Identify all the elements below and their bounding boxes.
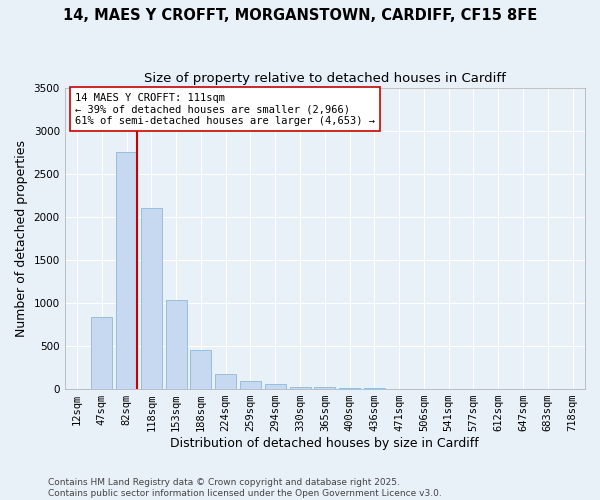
Bar: [166, 300, 187, 389]
Title: Size of property relative to detached houses in Cardiff: Size of property relative to detached ho…: [144, 72, 506, 86]
Text: 14, MAES Y CROFFT, MORGANSTOWN, CARDIFF, CF15 8FE: 14, MAES Y CROFFT, MORGANSTOWN, CARDIFF,…: [63, 8, 537, 22]
Bar: [240, 381, 261, 389]
Bar: [339, 388, 360, 389]
Bar: [91, 317, 112, 389]
Text: 14 MAES Y CROFFT: 111sqm
← 39% of detached houses are smaller (2,966)
61% of sem: 14 MAES Y CROFFT: 111sqm ← 39% of detach…: [75, 92, 375, 126]
Bar: [364, 388, 385, 389]
Bar: [190, 350, 211, 389]
Text: Contains HM Land Registry data © Crown copyright and database right 2025.
Contai: Contains HM Land Registry data © Crown c…: [48, 478, 442, 498]
Bar: [314, 388, 335, 389]
Bar: [141, 208, 162, 389]
Bar: [116, 152, 137, 389]
Bar: [265, 384, 286, 389]
Bar: [215, 374, 236, 389]
Bar: [290, 386, 311, 389]
Y-axis label: Number of detached properties: Number of detached properties: [15, 140, 28, 337]
X-axis label: Distribution of detached houses by size in Cardiff: Distribution of detached houses by size …: [170, 437, 479, 450]
